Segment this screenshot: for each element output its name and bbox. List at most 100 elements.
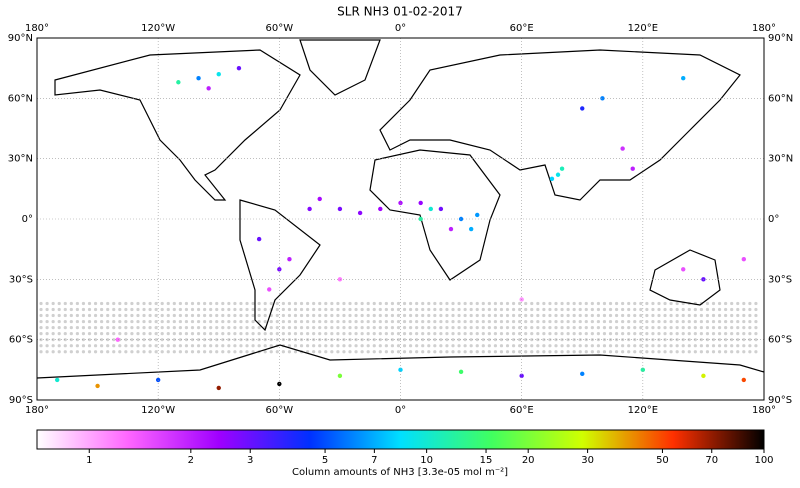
- no-data-dot: [118, 313, 122, 318]
- no-data-dot: [178, 344, 182, 348]
- no-data-dot: [221, 332, 225, 336]
- no-data-dot: [184, 307, 189, 312]
- no-data-dot: [384, 350, 388, 354]
- no-data-dot: [233, 326, 237, 330]
- no-data-dot: [142, 350, 146, 354]
- no-data-dot: [445, 338, 449, 342]
- no-data-dot: [705, 301, 710, 306]
- no-data-dot: [318, 350, 322, 354]
- no-data-dot: [233, 319, 237, 324]
- no-data-dot: [215, 344, 219, 348]
- no-data-dot: [681, 313, 685, 318]
- no-data-dot: [560, 301, 564, 306]
- no-data-dot: [190, 301, 195, 306]
- no-data-dot: [469, 344, 473, 348]
- no-data-dot: [481, 301, 485, 306]
- no-data-dot: [184, 350, 189, 354]
- no-data-dot: [687, 326, 691, 330]
- no-data-dot: [717, 350, 722, 354]
- no-data-dot: [257, 301, 261, 306]
- x-tick-label: 60°W: [266, 23, 294, 34]
- no-data-dot: [402, 307, 407, 312]
- no-data-dot: [227, 344, 231, 348]
- no-data-dot: [530, 350, 534, 354]
- no-data-dot: [57, 344, 61, 348]
- no-data-dot: [717, 332, 722, 336]
- no-data-dot: [75, 332, 79, 336]
- no-data-dot: [518, 307, 522, 312]
- no-data-dot: [354, 313, 358, 318]
- no-data-dot: [548, 326, 552, 330]
- no-data-dot: [608, 313, 613, 318]
- no-data-dot: [106, 301, 110, 306]
- no-data-dot: [669, 313, 673, 318]
- no-data-dot: [233, 344, 237, 348]
- no-data-dot: [45, 350, 49, 354]
- no-data-dot: [281, 313, 285, 318]
- data-point: [337, 277, 343, 282]
- no-data-dot: [651, 350, 655, 354]
- no-data-dot: [69, 301, 73, 306]
- no-data-dot: [312, 301, 316, 306]
- no-data-dot: [548, 350, 552, 354]
- no-data-dot: [378, 350, 382, 354]
- no-data-dot: [57, 313, 61, 318]
- no-data-dot: [451, 332, 455, 336]
- no-data-dot: [100, 344, 104, 348]
- no-data-dot: [621, 313, 625, 318]
- no-data-dot: [717, 301, 722, 306]
- no-data-dot: [687, 332, 691, 336]
- no-data-dot: [499, 350, 504, 354]
- no-data-dot: [681, 326, 685, 330]
- no-data-dot: [69, 350, 73, 354]
- no-data-dot: [481, 344, 485, 348]
- no-data-dot: [499, 307, 504, 312]
- no-data-dot: [518, 332, 522, 336]
- data-point: [418, 200, 423, 206]
- no-data-dot: [293, 332, 298, 336]
- no-data-dot: [724, 313, 728, 318]
- no-data-dot: [493, 326, 498, 330]
- x-tick-label: 60°E: [510, 405, 534, 416]
- no-data-dot: [663, 332, 667, 336]
- no-data-dot: [717, 319, 722, 324]
- no-data-dot: [705, 326, 710, 330]
- no-data-dot: [396, 313, 401, 318]
- no-data-dot: [639, 313, 643, 318]
- no-data-dot: [184, 344, 189, 348]
- no-data-dot: [154, 338, 158, 342]
- no-data-dot: [717, 326, 722, 330]
- no-data-dot: [336, 301, 340, 306]
- no-data-dot: [100, 307, 104, 312]
- no-data-dot: [657, 319, 661, 324]
- no-data-dot: [518, 338, 522, 342]
- no-data-dot: [439, 301, 443, 306]
- no-data-dot: [360, 301, 364, 306]
- no-data-dot: [463, 326, 467, 330]
- no-data-dot: [487, 326, 491, 330]
- no-data-dot: [245, 319, 249, 324]
- y-tick-label: 60°S: [9, 335, 33, 346]
- no-data-dot: [651, 332, 655, 336]
- no-data-dot: [469, 338, 473, 342]
- no-data-dot: [748, 326, 752, 330]
- no-data-dot: [590, 350, 594, 354]
- no-data-dot: [45, 326, 49, 330]
- no-data-dot: [657, 307, 661, 312]
- no-data-dot: [421, 301, 425, 306]
- no-data-dot: [699, 319, 703, 324]
- no-data-dot: [663, 313, 667, 318]
- no-data-dot: [124, 338, 128, 342]
- no-data-dot: [287, 344, 292, 348]
- no-data-dot: [124, 350, 128, 354]
- y-tick-label: 90°S: [768, 395, 792, 406]
- no-data-dot: [463, 338, 467, 342]
- data-point: [176, 80, 181, 85]
- no-data-dot: [75, 313, 79, 318]
- no-data-dot: [184, 313, 189, 318]
- no-data-dot: [736, 344, 740, 348]
- no-data-dot: [142, 319, 146, 324]
- no-data-dot: [372, 350, 376, 354]
- no-data-dot: [330, 332, 334, 336]
